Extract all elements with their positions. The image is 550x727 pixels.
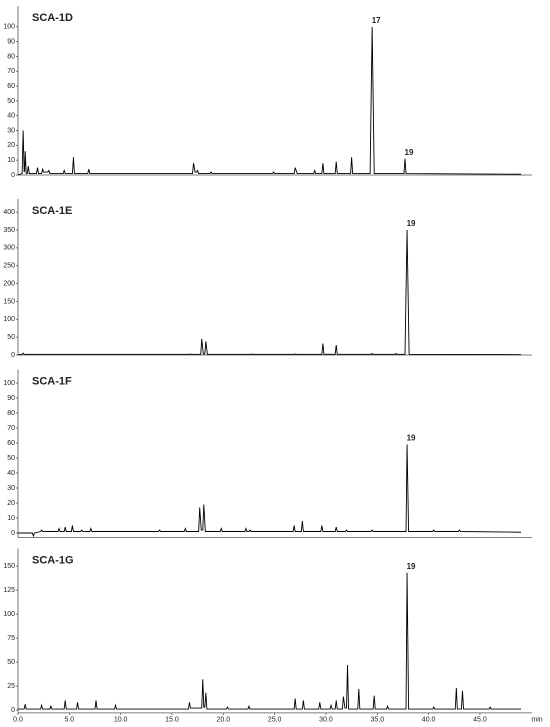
- peak-label: 19: [405, 148, 414, 157]
- y-tick-label: 60: [7, 440, 15, 447]
- y-tick-label: 350: [3, 227, 15, 234]
- peak-label: 19: [407, 219, 416, 228]
- x-tick-label: 15.0: [165, 717, 179, 724]
- y-tick-label: 30: [7, 485, 15, 492]
- trace: [18, 572, 521, 710]
- x-axis-label: min: [531, 717, 542, 724]
- trace: [17, 229, 522, 356]
- y-tick-label: 20: [7, 142, 15, 149]
- y-tick-label: 100: [3, 316, 15, 323]
- y-tick-label: 150: [3, 298, 15, 305]
- y-tick-label: 40: [7, 113, 15, 120]
- y-tick-label: 100: [3, 611, 15, 618]
- y-tick-label: 75: [7, 635, 15, 642]
- x-tick-label: 0.0: [13, 717, 23, 724]
- trace: [17, 26, 522, 176]
- y-tick-label: 250: [3, 263, 15, 270]
- x-tick-label: 25.0: [268, 717, 282, 724]
- y-tick-label: 50: [7, 455, 15, 462]
- y-tick-label: 0: [11, 530, 15, 537]
- y-tick-label: 50: [7, 98, 15, 105]
- y-tick-label: 90: [7, 38, 15, 45]
- y-tick-label: 60: [7, 83, 15, 90]
- y-tick-label: 10: [7, 157, 15, 164]
- y-tick-label: 70: [7, 68, 15, 75]
- y-tick-label: 100: [3, 24, 15, 31]
- y-tick-label: 50: [7, 659, 15, 666]
- y-tick-label: 0: [11, 352, 15, 359]
- y-tick-label: 80: [7, 53, 15, 60]
- y-tick-label: 80: [7, 410, 15, 417]
- panel-title: SCA-1D: [32, 12, 73, 24]
- y-tick-label: 50: [7, 334, 15, 341]
- y-tick-label: 400: [3, 209, 15, 216]
- peak-label: 19: [407, 562, 416, 571]
- y-tick-label: 125: [3, 587, 15, 594]
- y-tick-label: 20: [7, 500, 15, 507]
- y-tick-label: 70: [7, 425, 15, 432]
- panel-title: SCA-1G: [32, 554, 74, 566]
- x-tick-label: 10.0: [114, 717, 128, 724]
- y-tick-label: 150: [3, 563, 15, 570]
- y-tick-label: 30: [7, 127, 15, 134]
- y-tick-label: 10: [7, 515, 15, 522]
- x-tick-label: 40.0: [422, 717, 436, 724]
- y-tick-label: 0: [11, 707, 15, 714]
- panel-title: SCA-1E: [32, 205, 72, 217]
- y-tick-label: 40: [7, 470, 15, 477]
- peak-label: 19: [407, 434, 416, 443]
- y-tick-label: 300: [3, 245, 15, 252]
- y-tick-label: 100: [3, 380, 15, 387]
- x-tick-label: 5.0: [64, 717, 74, 724]
- x-tick-label: 30.0: [319, 717, 333, 724]
- peak-label: 17: [372, 16, 381, 25]
- y-tick-label: 25: [7, 683, 15, 690]
- x-tick-label: 20.0: [216, 717, 230, 724]
- y-tick-label: 200: [3, 280, 15, 287]
- y-tick-label: 0: [11, 172, 15, 179]
- trace: [18, 444, 522, 538]
- panel-title: SCA-1F: [32, 375, 72, 387]
- x-tick-label: 35.0: [370, 717, 384, 724]
- y-tick-label: 90: [7, 395, 15, 402]
- x-tick-label: 45.0: [473, 717, 487, 724]
